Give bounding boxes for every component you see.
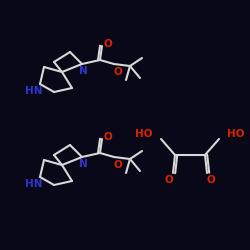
Text: HO: HO <box>136 129 153 139</box>
Text: N: N <box>78 159 88 169</box>
Text: O: O <box>104 132 112 142</box>
Text: HO: HO <box>227 129 244 139</box>
Text: HN: HN <box>24 179 42 189</box>
Text: O: O <box>114 67 122 77</box>
Text: O: O <box>206 175 216 185</box>
Text: O: O <box>164 175 173 185</box>
Text: HN: HN <box>24 86 42 96</box>
Text: O: O <box>104 39 112 49</box>
Text: O: O <box>114 160 122 170</box>
Text: N: N <box>78 66 88 76</box>
